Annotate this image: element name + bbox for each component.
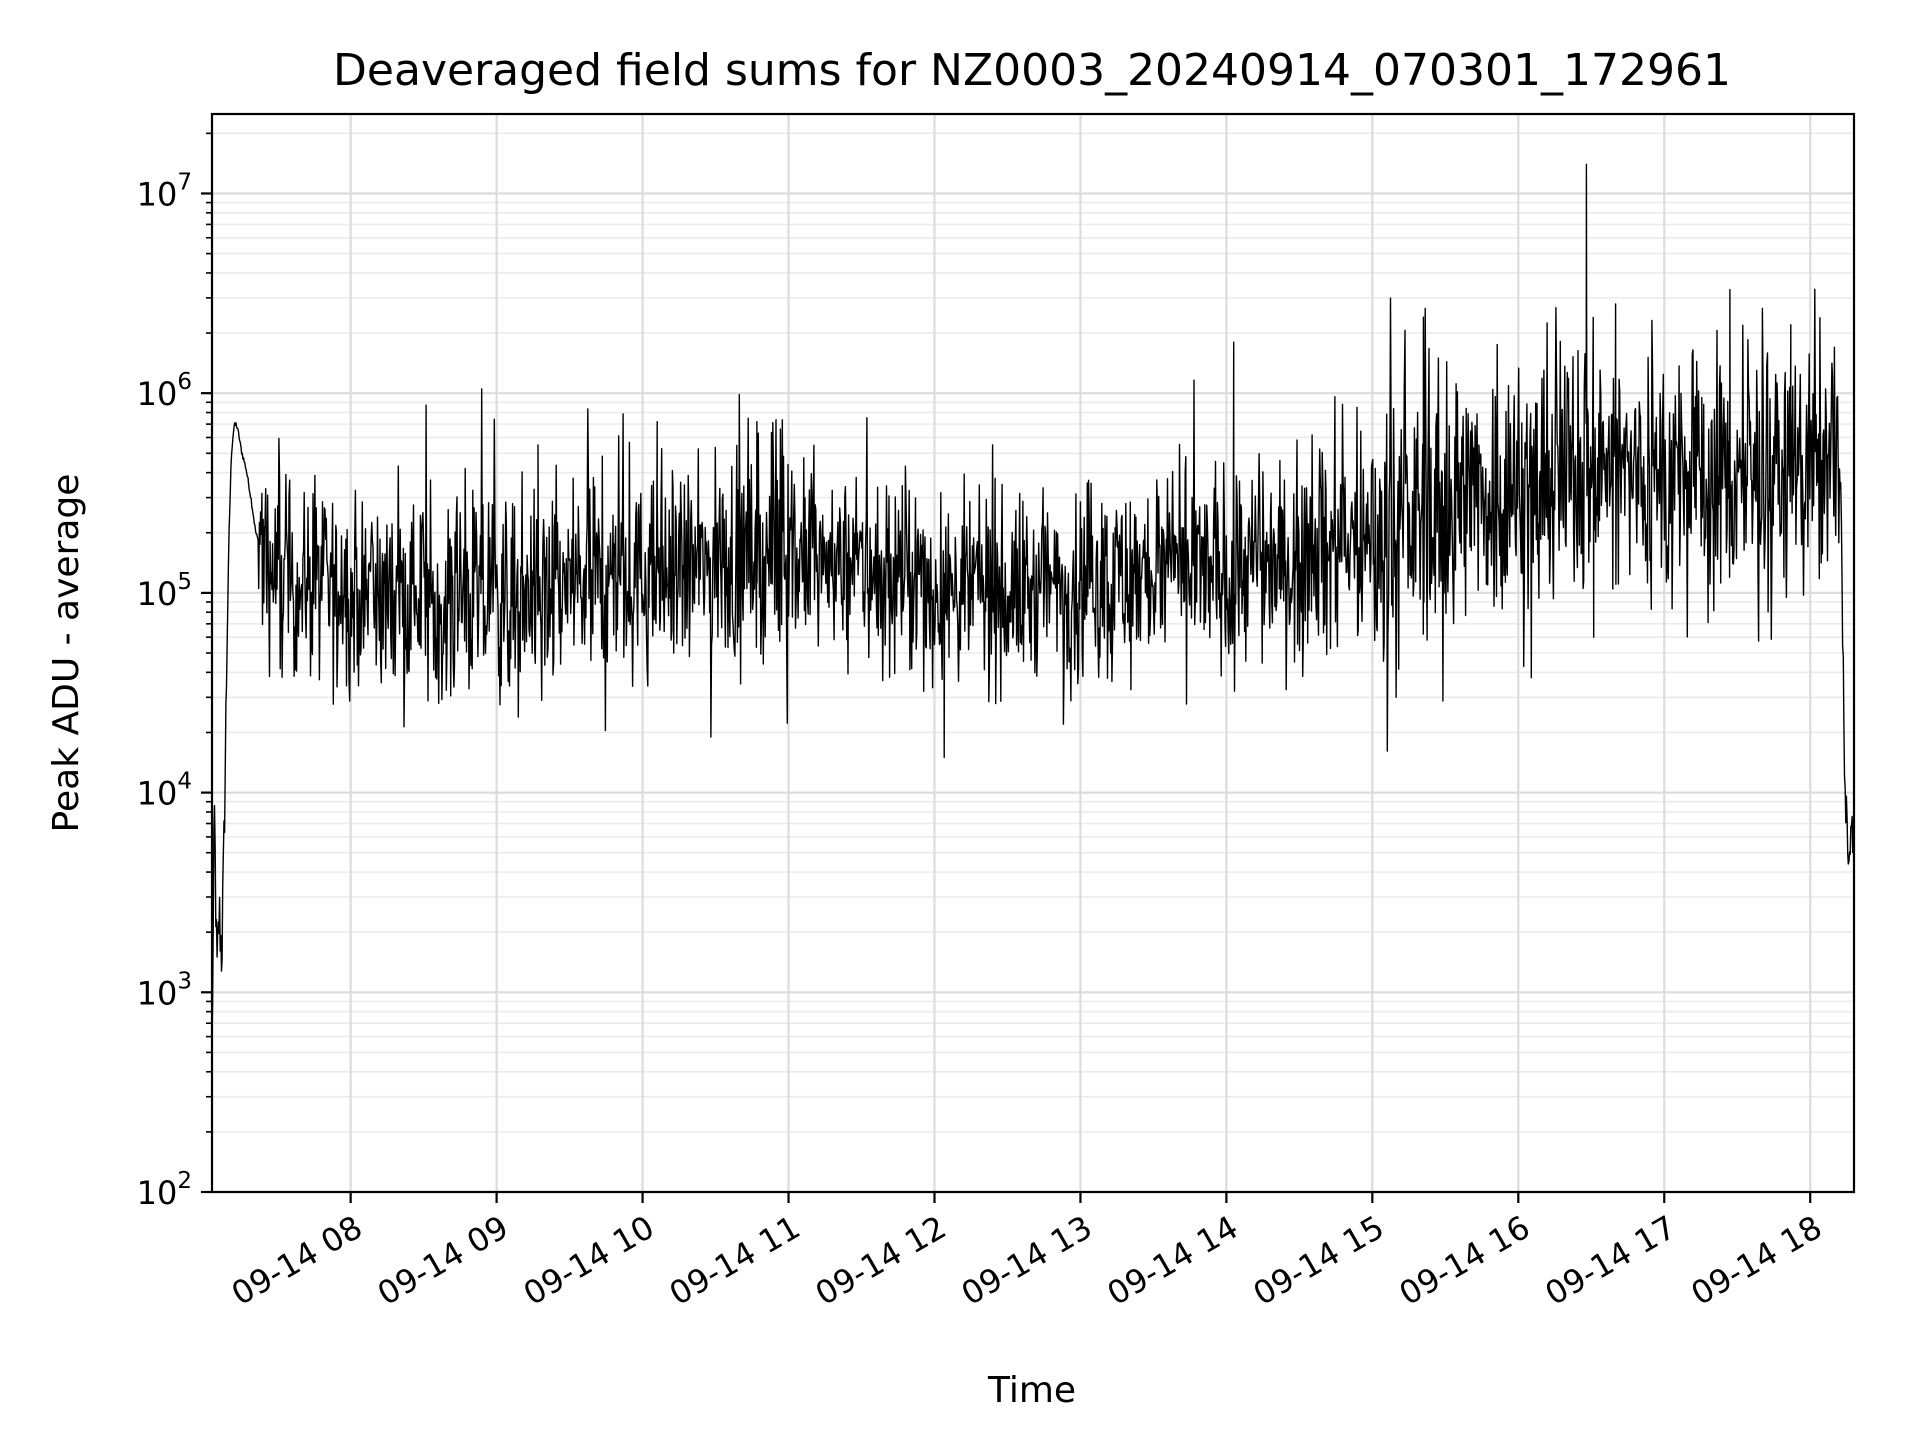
y-tick-label: 106 [137,369,192,413]
chart-title: Deaveraged field sums for NZ0003_2024091… [333,45,1731,96]
series-line [211,163,1855,1042]
y-tick-label: 102 [137,1168,192,1212]
y-tick-label: 104 [137,769,192,813]
grid [212,114,1854,1194]
y-tick-label: 103 [137,968,192,1012]
x-axis-label: Time [987,1370,1076,1411]
data-line-group [211,163,1855,1042]
y-tick-label: 105 [137,569,192,613]
y-axis: 102 103 104 105 106 107 [137,132,212,1212]
y-tick-label: 107 [137,169,192,213]
y-axis-label: Peak ADU - average [46,474,87,833]
